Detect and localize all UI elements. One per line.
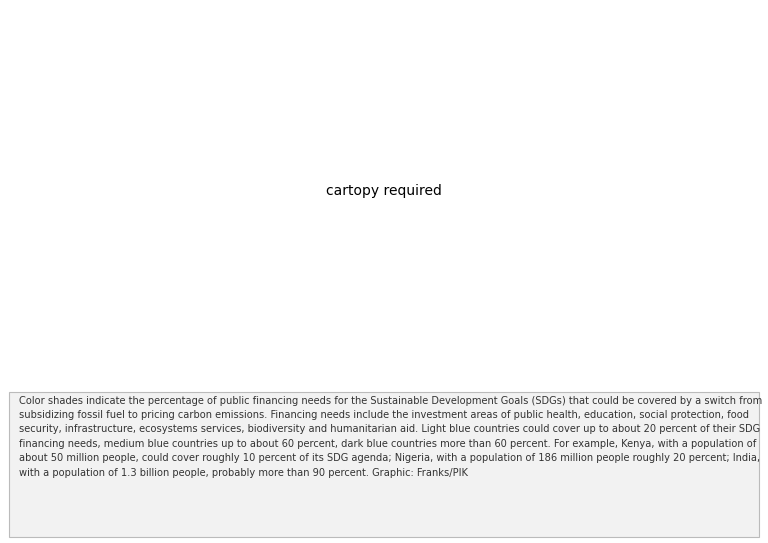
Text: cartopy required: cartopy required — [326, 185, 442, 198]
FancyBboxPatch shape — [9, 393, 759, 536]
Text: Color shades indicate the percentage of public financing needs for the Sustainab: Color shades indicate the percentage of … — [19, 396, 763, 478]
